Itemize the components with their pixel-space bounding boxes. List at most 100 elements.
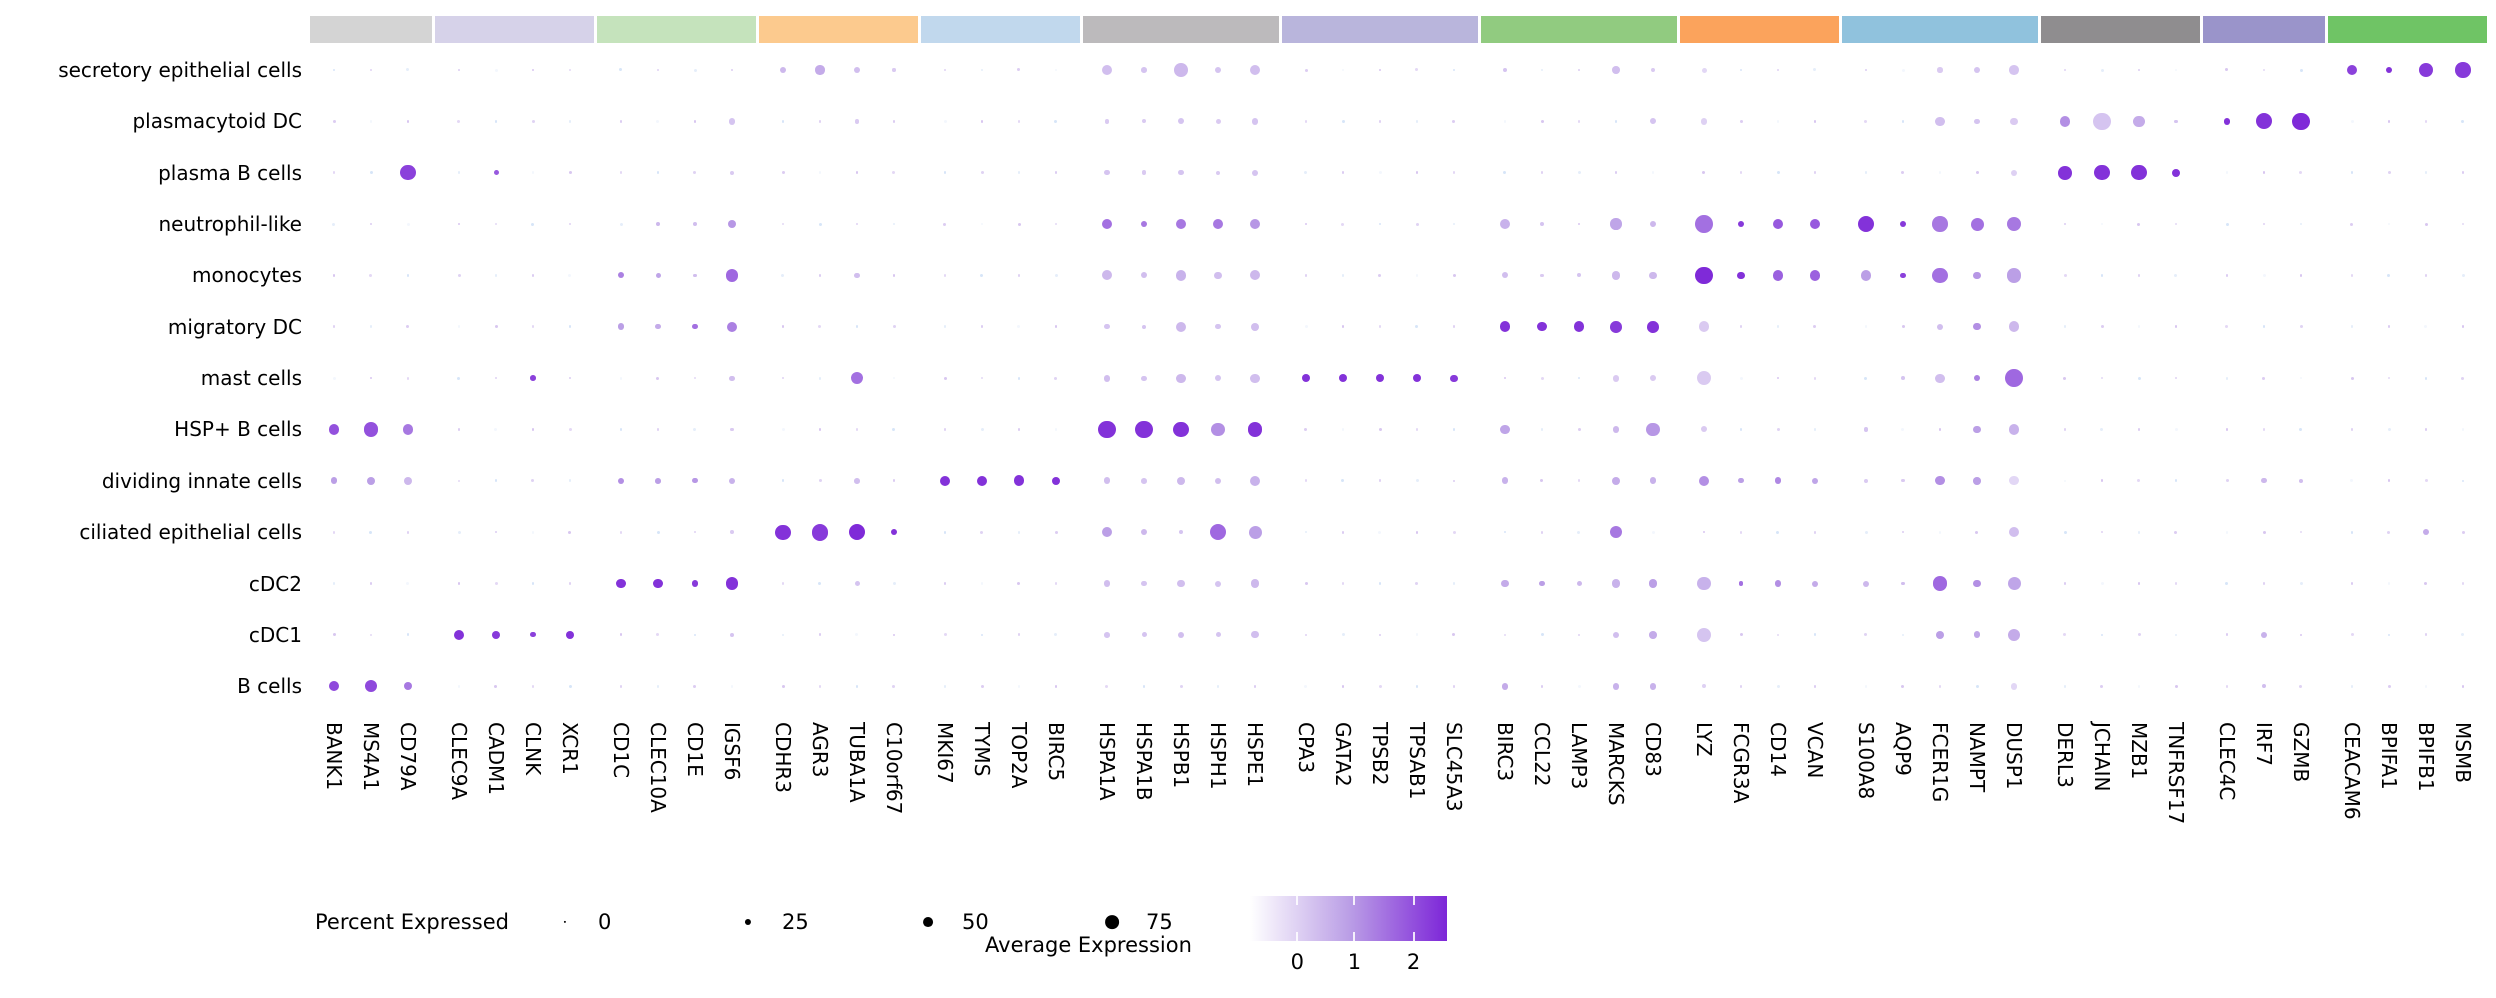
gene-group-bar [597,16,756,43]
expression-dot [977,475,987,486]
expression-dot [2059,116,2071,127]
expression-dot [1251,117,1259,125]
expression-dot [1737,220,1745,228]
expression-dot [2387,582,2391,585]
expression-dot [2299,274,2303,277]
expression-dot [1017,633,1021,637]
expression-dot [781,633,785,637]
expression-dot [854,581,860,586]
expression-dot [2418,62,2434,78]
expression-dot [729,632,735,638]
expression-dot [406,376,410,380]
expression-dot [943,633,947,637]
expression-dot [818,376,822,380]
expression-dot [332,68,336,72]
expression-dot [2223,117,2231,125]
expression-dot [1378,479,1382,483]
expression-dot [1501,477,1509,485]
expression-dot [943,376,947,380]
expression-dot [1900,272,1906,279]
gene-label: CLEC4C [2215,722,2239,801]
expression-dot [1452,171,1456,175]
expression-dot [531,684,535,688]
expression-dot [1378,171,1382,175]
expression-dot [1375,373,1385,383]
expression-dot [1540,273,1544,278]
expression-dot [1540,479,1544,483]
expression-dot [2461,530,2465,534]
expression-dot [2174,273,2178,277]
expression-dot [1935,373,1945,383]
expression-dot [616,578,626,589]
expression-dot [1341,325,1345,329]
expression-dot [693,222,698,227]
expression-dot [1017,274,1021,277]
expression-dot [2299,530,2303,534]
expression-dot [1141,529,1148,536]
expression-dot [2174,530,2178,534]
expression-dot [1609,526,1623,539]
expression-dot [1503,120,1507,123]
expression-dot [332,530,336,534]
expression-dot [2063,325,2067,329]
expression-dot [1415,684,1419,688]
expression-dot [457,376,461,380]
expression-dot [1864,325,1868,329]
expression-dot [980,171,984,175]
expression-dot [1901,171,1905,175]
expression-dot [892,222,896,226]
expression-dot [1341,428,1345,431]
expression-dot [530,375,536,381]
expression-dot [1415,428,1419,431]
expression-dot [1813,376,1817,380]
gene-label: C10orf67 [882,722,906,815]
expression-dot [1452,222,1456,226]
expression-dot [892,274,896,277]
expression-dot [1017,581,1021,585]
expression-dot [1501,579,1509,588]
expression-dot [406,633,410,637]
expression-dot [1501,682,1509,690]
expression-dot [1304,530,1308,534]
expression-dot [2461,376,2465,380]
expression-dot [728,117,736,125]
expression-dot [568,684,572,688]
expression-dot [1503,633,1507,637]
expression-dot [1863,478,1869,483]
expression-dot [2387,376,2391,380]
expression-dot [1737,271,1745,280]
expression-dot [1450,374,1458,382]
expression-dot [656,684,660,688]
legend-size-value: 25 [782,910,809,934]
expression-dot [1901,684,1905,688]
expression-dot [1901,479,1905,483]
colorbar-notch [1412,932,1415,941]
expression-dot [1973,631,1981,639]
expression-dot [693,684,697,688]
expression-dot [2262,325,2266,329]
expression-dot [693,376,697,380]
expression-dot [1613,631,1620,638]
expression-dot [1540,530,1544,534]
expression-dot [2100,376,2104,380]
expression-dot [655,221,661,227]
expression-dot [1017,376,1021,380]
expression-dot [1612,426,1620,433]
expression-dot [568,479,572,483]
expression-dot [1102,270,1112,281]
expression-dot [1178,170,1184,176]
expression-dot [2058,165,2072,180]
expression-dot [2063,479,2067,483]
expression-dot [818,171,822,175]
expression-dot [1415,274,1419,277]
expression-dot [1304,427,1308,431]
expression-dot [404,476,413,485]
expression-dot [1937,67,1943,73]
expression-dot [1054,582,1058,585]
gene-label: TPSB2 [1368,722,1392,786]
expression-dot [332,633,336,637]
expression-dot [2174,119,2178,124]
expression-dot [781,222,785,226]
expression-dot [2174,68,2178,72]
expression-dot [2133,115,2145,128]
